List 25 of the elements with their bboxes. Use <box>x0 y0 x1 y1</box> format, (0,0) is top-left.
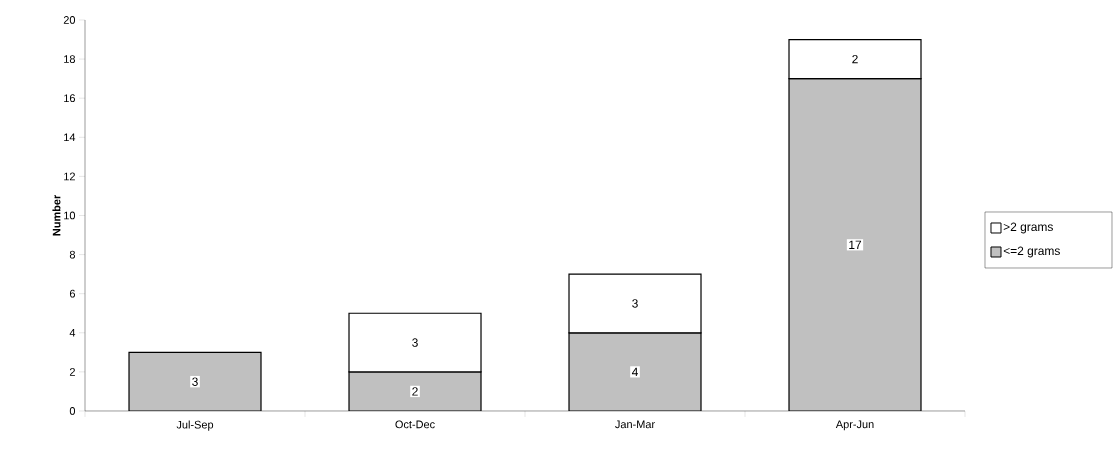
y-tick-label: 10 <box>64 211 76 220</box>
data-label: 3 <box>412 338 418 347</box>
y-tick-label: 2 <box>69 368 75 376</box>
x-tick-label: Jan-Mar <box>615 420 655 429</box>
legend-label: <=2 grams <box>1003 246 1060 258</box>
x-tick-label: Oct-Dec <box>395 420 435 429</box>
y-tick-label: 20 <box>63 16 76 24</box>
data-label: 2 <box>852 54 858 64</box>
data-label: 17 <box>849 240 862 249</box>
y-tick-label: 6 <box>69 289 76 298</box>
data-label: 3 <box>632 299 638 308</box>
y-tick-label: 12 <box>64 172 75 181</box>
data-label: 2 <box>412 387 418 396</box>
y-tick-label: 14 <box>64 133 76 142</box>
y-tick-label: 8 <box>69 250 76 259</box>
data-label: 3 <box>192 377 198 386</box>
y-axis-title: Number <box>52 194 61 236</box>
x-tick-label: Apr-Jun <box>835 420 874 431</box>
data-label: 4 <box>631 367 638 376</box>
y-tick-label: 0 <box>69 407 76 415</box>
y-tick-label: 18 <box>64 55 75 63</box>
y-tick-label: 16 <box>64 94 75 103</box>
x-tick-label: Jul-Sep <box>176 420 214 431</box>
legend-label: >2 grams <box>1003 222 1053 234</box>
y-tick-label: 4 <box>69 329 76 337</box>
